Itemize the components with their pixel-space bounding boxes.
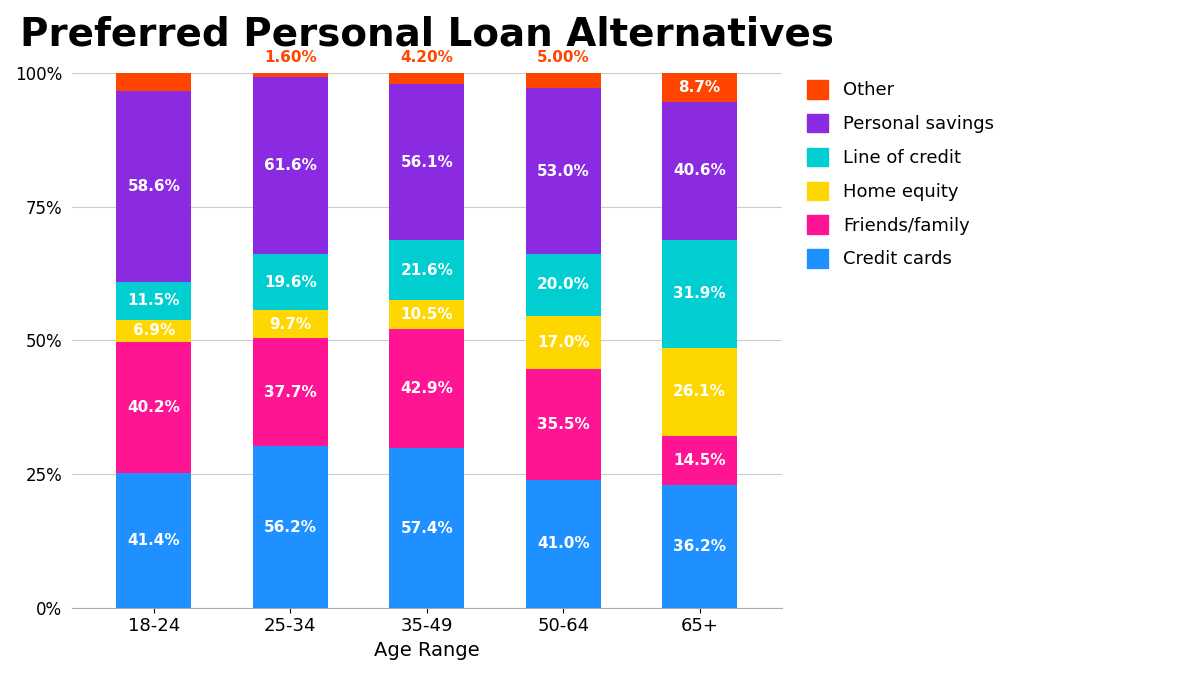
Text: 58.6%: 58.6% bbox=[127, 180, 180, 194]
Bar bbox=[116, 319, 191, 342]
Bar bbox=[389, 448, 464, 608]
Text: 61.6%: 61.6% bbox=[264, 158, 317, 173]
Bar bbox=[253, 78, 328, 254]
Title: Preferred Personal Loan Alternatives: Preferred Personal Loan Alternatives bbox=[19, 15, 834, 53]
Bar bbox=[526, 88, 601, 254]
Text: 11.5%: 11.5% bbox=[127, 294, 180, 308]
Text: 19.6%: 19.6% bbox=[264, 275, 317, 290]
Bar bbox=[662, 102, 737, 240]
Text: 57.4%: 57.4% bbox=[401, 520, 454, 535]
Bar bbox=[253, 310, 328, 338]
Bar bbox=[116, 73, 191, 91]
Bar bbox=[253, 446, 328, 608]
X-axis label: Age Range: Age Range bbox=[374, 641, 480, 660]
Bar bbox=[526, 73, 601, 88]
Text: 53.0%: 53.0% bbox=[536, 163, 589, 178]
Text: 35.5%: 35.5% bbox=[536, 417, 589, 432]
Text: 5.00%: 5.00% bbox=[536, 50, 589, 65]
Bar bbox=[389, 84, 464, 240]
Bar bbox=[116, 473, 191, 608]
Text: 14.5%: 14.5% bbox=[673, 453, 726, 468]
Text: 42.9%: 42.9% bbox=[401, 381, 454, 396]
Text: 31.9%: 31.9% bbox=[673, 286, 726, 301]
Text: 21.6%: 21.6% bbox=[401, 263, 454, 277]
Bar bbox=[526, 369, 601, 480]
Text: 10.5%: 10.5% bbox=[401, 307, 454, 322]
Bar bbox=[662, 485, 737, 608]
Bar bbox=[253, 254, 328, 310]
Bar bbox=[662, 73, 737, 102]
Bar bbox=[389, 73, 464, 84]
Text: 40.2%: 40.2% bbox=[127, 400, 180, 415]
Bar bbox=[526, 480, 601, 608]
Text: 6.9%: 6.9% bbox=[133, 323, 175, 338]
Bar bbox=[389, 300, 464, 329]
Text: 36.2%: 36.2% bbox=[673, 539, 726, 554]
Bar bbox=[116, 91, 191, 282]
Text: 40.6%: 40.6% bbox=[673, 163, 726, 178]
Bar bbox=[526, 254, 601, 316]
Bar bbox=[253, 73, 328, 78]
Text: 56.1%: 56.1% bbox=[401, 155, 454, 170]
Bar bbox=[526, 316, 601, 369]
Text: 17.0%: 17.0% bbox=[536, 335, 589, 350]
Text: 41.4%: 41.4% bbox=[127, 533, 180, 548]
Text: 37.7%: 37.7% bbox=[264, 385, 317, 400]
Legend: Other, Personal savings, Line of credit, Home equity, Friends/family, Credit car: Other, Personal savings, Line of credit,… bbox=[798, 71, 1003, 277]
Text: 26.1%: 26.1% bbox=[673, 384, 726, 400]
Bar bbox=[662, 436, 737, 485]
Bar bbox=[253, 338, 328, 446]
Text: 1.60%: 1.60% bbox=[264, 50, 317, 65]
Bar bbox=[116, 342, 191, 473]
Bar bbox=[662, 348, 737, 436]
Bar bbox=[389, 240, 464, 300]
Text: 20.0%: 20.0% bbox=[536, 277, 589, 292]
Text: 41.0%: 41.0% bbox=[536, 536, 589, 551]
Bar bbox=[389, 329, 464, 448]
Bar bbox=[116, 282, 191, 319]
Bar bbox=[662, 240, 737, 348]
Text: 4.20%: 4.20% bbox=[401, 50, 454, 65]
Text: 56.2%: 56.2% bbox=[264, 520, 317, 535]
Text: 8.7%: 8.7% bbox=[678, 80, 721, 95]
Text: 9.7%: 9.7% bbox=[269, 317, 311, 332]
